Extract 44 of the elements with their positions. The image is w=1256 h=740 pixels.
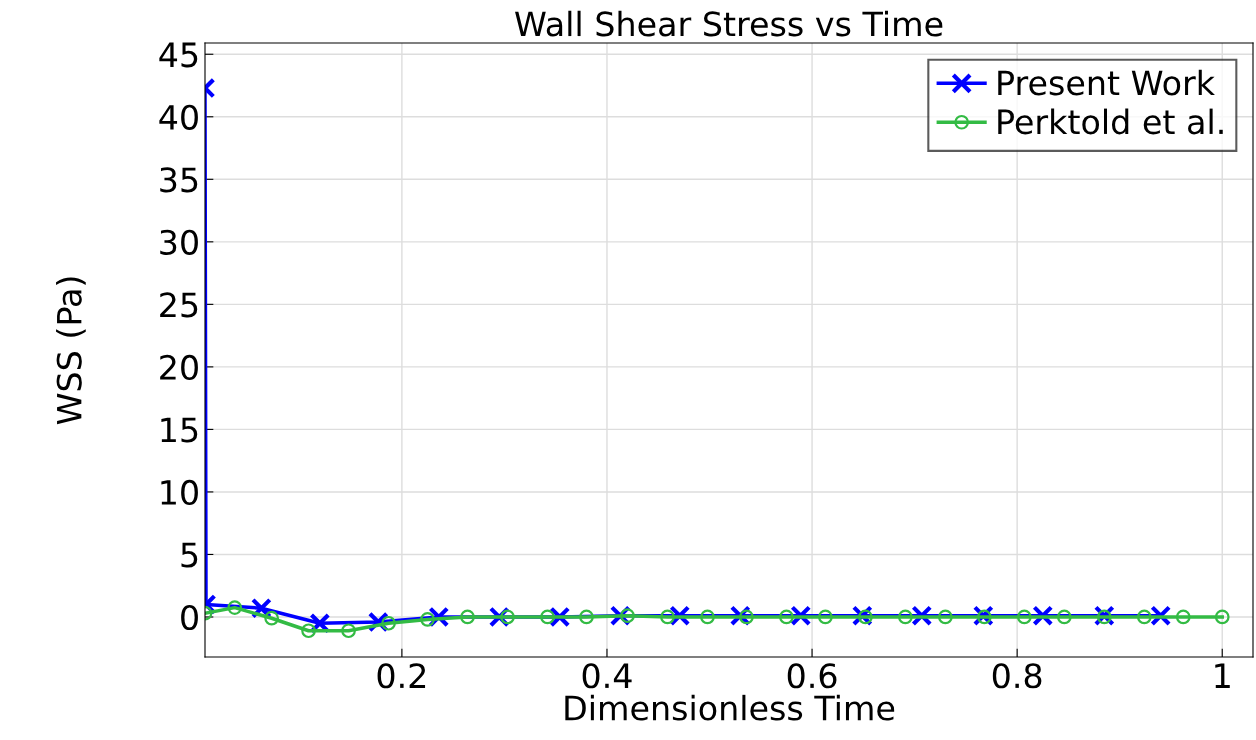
x-axis-title: Dimensionless Time [565,694,895,721]
y-tick-label: 10 [161,479,198,506]
point [579,609,594,625]
chart-title: Wall Shear Stress vs Time [515,10,943,37]
point [1214,609,1230,625]
point [500,609,515,625]
point [818,609,833,625]
point [938,609,953,625]
y-tick-label: 0 [181,604,198,631]
x-tick-label: 1 [1215,663,1230,688]
legend-label: Perktold et al. [998,108,1223,135]
y-tick-label: 15 [161,417,198,443]
point [227,600,243,615]
point [341,623,356,639]
y-tick-label: 25 [160,292,198,318]
point [1016,609,1032,625]
point [1175,609,1191,625]
y-axis-title: WSS (Pa) [56,277,86,425]
x-tick-label: 0.4 [582,663,632,689]
x-tick-label: 0.6 [787,663,837,689]
legend-label: Present Work [998,69,1215,96]
point [779,609,794,625]
y-tick-label: 20 [160,354,198,381]
point [660,609,675,625]
point [381,615,396,631]
y-tick-label: 35 [160,167,198,193]
y-tick-label: 45 [159,42,198,68]
y-tick-label: 30 [160,229,198,255]
point [460,609,475,625]
point [620,608,635,624]
point [898,609,913,625]
x-tick-label: 0.8 [992,663,1042,689]
point [301,623,316,639]
point [858,609,873,625]
y-tick-label: 40 [159,104,198,130]
x-tick-label: 0.2 [377,663,426,689]
point [739,609,754,625]
point [540,609,555,625]
point [700,609,715,625]
point [1056,609,1072,625]
point [264,610,280,626]
y-tick-label: 5 [181,542,198,568]
point [420,612,435,627]
point [1136,609,1152,625]
